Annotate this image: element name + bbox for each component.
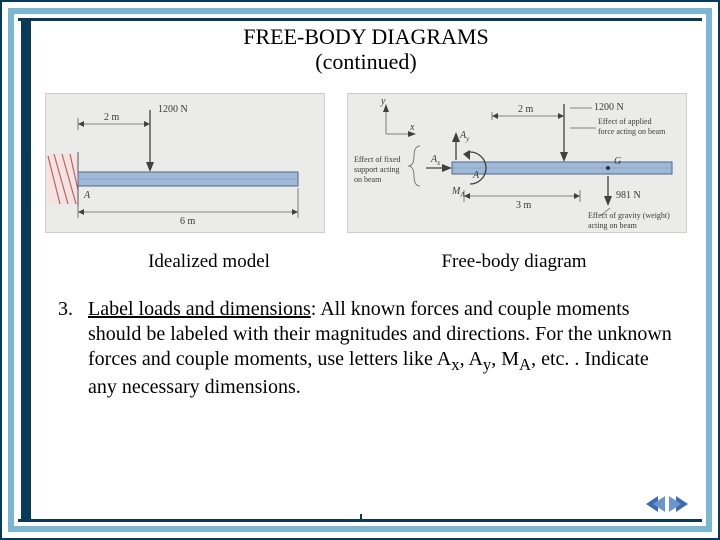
svg-text:x: x xyxy=(409,122,415,133)
reaction-ax: Ax xyxy=(426,154,452,172)
svg-text:Ax: Ax xyxy=(430,154,441,167)
figure-free-body-diagram: y x Ay Ax xyxy=(347,93,687,233)
svg-text:2 m: 2 m xyxy=(518,104,534,115)
svg-text:1200 N: 1200 N xyxy=(158,104,188,115)
force-1200n: 1200 N xyxy=(146,104,188,172)
svg-text:3 m: 3 m xyxy=(516,200,532,211)
next-button[interactable] xyxy=(668,494,690,514)
figure-idealized-model: 2 m 1200 N A 6 m xyxy=(45,93,325,233)
svg-text:MA: MA xyxy=(451,186,465,199)
svg-text:2 m: 2 m xyxy=(104,112,120,123)
svg-text:981 N: 981 N xyxy=(616,190,641,201)
svg-text:Effect of fixed: Effect of fixed xyxy=(354,155,401,164)
title-line-2: (continued) xyxy=(315,49,416,74)
title-line-1: FREE-BODY DIAGRAMS xyxy=(243,24,488,49)
svg-text:support acting: support acting xyxy=(354,165,400,174)
beam xyxy=(78,172,298,186)
svg-text:G: G xyxy=(614,156,621,167)
svg-text:Effect of applied: Effect of applied xyxy=(598,117,652,126)
dimension-6m: 6 m xyxy=(78,188,298,227)
dimension-2m: 2 m xyxy=(78,112,150,130)
annotation-gravity: Effect of gravity (weight) acting on bea… xyxy=(588,208,670,230)
caption-left: Idealized model xyxy=(64,251,354,273)
svg-text:acting on beam: acting on beam xyxy=(588,221,638,230)
label-a: A xyxy=(472,170,480,181)
svg-text:y: y xyxy=(380,96,386,107)
annotation-fixed-support: Effect of fixed support acting on beam xyxy=(354,146,420,186)
prev-button[interactable] xyxy=(644,494,666,514)
caption-right: Free-body diagram xyxy=(354,251,674,273)
step-number: 3. xyxy=(58,297,88,401)
step-3-text: 3. Label loads and dimensions: All known… xyxy=(58,297,680,401)
bottom-tick xyxy=(360,514,362,522)
svg-text:6 m: 6 m xyxy=(180,216,196,227)
svg-text:force acting on beam: force acting on beam xyxy=(598,127,666,136)
dimension-3m: 3 m xyxy=(464,190,580,211)
page-title: FREE-BODY DIAGRAMS (continued) xyxy=(40,24,692,75)
annotation-applied-force: Effect of applied force acting on beam xyxy=(570,117,666,136)
fixed-support-hatching xyxy=(46,152,78,206)
dimension-2m: 2 m xyxy=(492,104,564,120)
step-body: Label loads and dimensions: All known fo… xyxy=(88,297,680,401)
label-a: A xyxy=(83,190,91,201)
svg-text:on beam: on beam xyxy=(354,175,382,184)
force-981n: 981 N xyxy=(604,176,641,206)
svg-text:Ay: Ay xyxy=(459,130,470,143)
axes: y x xyxy=(380,96,416,137)
svg-text:1200 N: 1200 N xyxy=(594,102,624,113)
